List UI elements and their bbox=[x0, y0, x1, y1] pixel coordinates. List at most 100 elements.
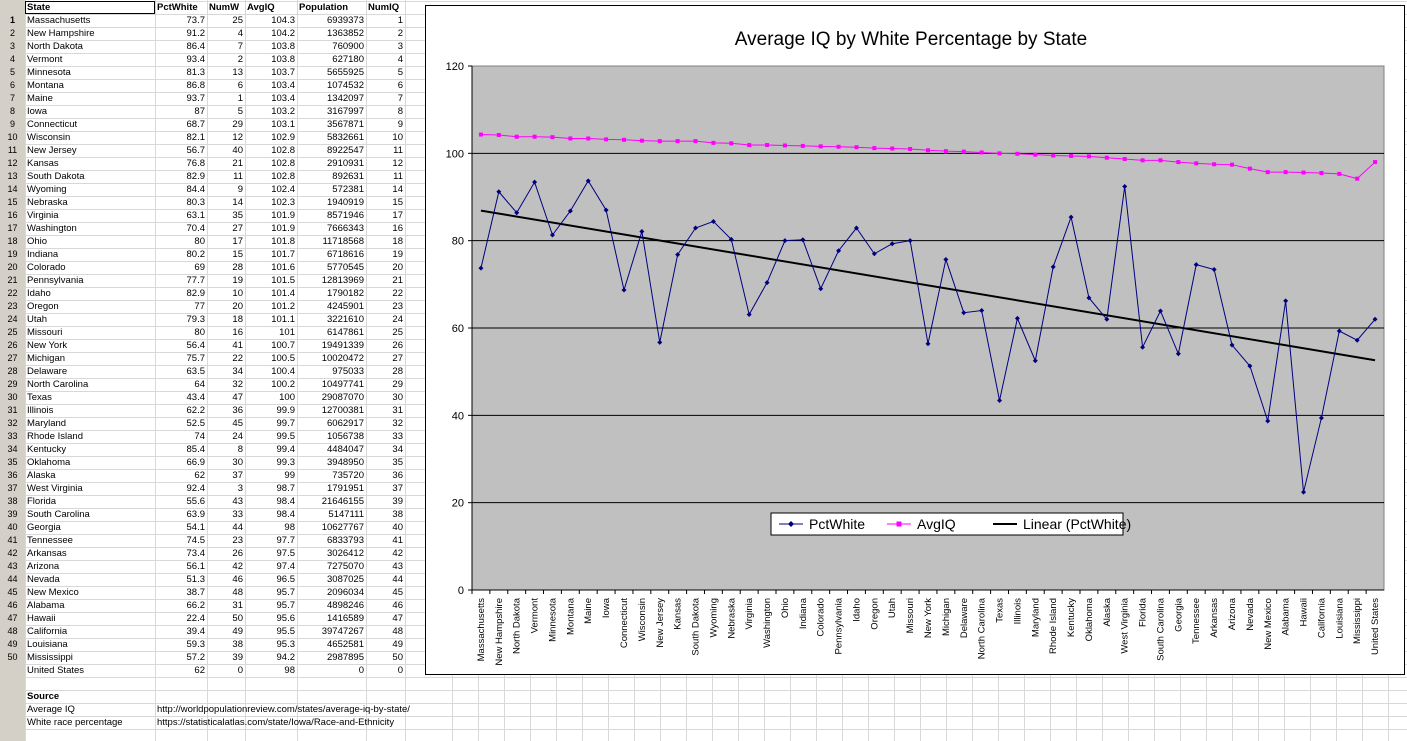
value-cell[interactable]: 52.5 bbox=[186, 418, 206, 429]
value-cell[interactable]: 12813969 bbox=[321, 275, 364, 286]
value-cell[interactable]: 93.4 bbox=[186, 54, 206, 65]
value-cell[interactable]: 64 bbox=[194, 379, 205, 390]
value-cell[interactable]: 29 bbox=[232, 119, 243, 130]
value-cell[interactable]: 8571946 bbox=[327, 210, 364, 221]
row-number[interactable]: 47 bbox=[0, 612, 25, 625]
value-cell[interactable]: 7275070 bbox=[327, 561, 364, 572]
value-cell[interactable]: 96.5 bbox=[276, 574, 296, 585]
value-cell[interactable]: 14 bbox=[392, 184, 403, 195]
value-cell[interactable]: 57.2 bbox=[186, 652, 206, 663]
value-cell[interactable]: 38 bbox=[232, 639, 243, 650]
value-cell[interactable]: 39.4 bbox=[186, 626, 206, 637]
value-cell[interactable]: 7666343 bbox=[327, 223, 364, 234]
row-number[interactable] bbox=[0, 664, 25, 677]
state-cell[interactable]: Florida bbox=[27, 496, 57, 507]
value-cell[interactable]: 70.4 bbox=[186, 223, 206, 234]
value-cell[interactable]: 25 bbox=[232, 15, 243, 26]
row-number[interactable]: 31 bbox=[0, 404, 25, 417]
value-cell[interactable]: 6147861 bbox=[327, 327, 364, 338]
value-cell[interactable]: 4652581 bbox=[327, 639, 364, 650]
value-cell[interactable]: 3167997 bbox=[327, 106, 364, 117]
value-cell[interactable]: 31 bbox=[392, 405, 403, 416]
state-cell[interactable]: Vermont bbox=[27, 54, 63, 65]
row-number[interactable]: 36 bbox=[0, 469, 25, 482]
value-cell[interactable]: 47 bbox=[232, 392, 243, 403]
value-cell[interactable]: 102.9 bbox=[271, 132, 295, 143]
state-cell[interactable]: Tennessee bbox=[27, 535, 73, 546]
value-cell[interactable]: 6062917 bbox=[327, 418, 364, 429]
value-cell[interactable]: 68.7 bbox=[186, 119, 206, 130]
value-cell[interactable]: 98.4 bbox=[276, 509, 296, 520]
value-cell[interactable]: 101.9 bbox=[271, 223, 295, 234]
value-cell[interactable]: 102.8 bbox=[271, 171, 295, 182]
value-cell[interactable]: 1790182 bbox=[327, 288, 364, 299]
row-number[interactable]: 11 bbox=[0, 144, 25, 157]
selected-cell[interactable] bbox=[25, 1, 155, 14]
value-cell[interactable]: 101.2 bbox=[271, 301, 295, 312]
row-number[interactable]: 43 bbox=[0, 560, 25, 573]
value-cell[interactable]: 50 bbox=[392, 652, 403, 663]
value-cell[interactable]: 10627767 bbox=[321, 522, 364, 533]
row-number[interactable]: 46 bbox=[0, 599, 25, 612]
value-cell[interactable]: 4 bbox=[237, 28, 243, 39]
value-cell[interactable]: 35 bbox=[232, 210, 243, 221]
value-cell[interactable]: 42 bbox=[392, 548, 403, 559]
value-cell[interactable]: 100.7 bbox=[271, 340, 295, 351]
value-cell[interactable]: 95.7 bbox=[276, 587, 296, 598]
state-cell[interactable]: Kentucky bbox=[27, 444, 67, 455]
value-cell[interactable]: 99.3 bbox=[276, 457, 296, 468]
value-cell[interactable]: 40 bbox=[232, 145, 243, 156]
state-cell[interactable]: Texas bbox=[27, 392, 52, 403]
value-cell[interactable]: 33 bbox=[232, 509, 243, 520]
value-cell[interactable]: 4484047 bbox=[327, 444, 364, 455]
value-cell[interactable]: 10 bbox=[392, 132, 403, 143]
value-cell[interactable]: 103.8 bbox=[271, 54, 295, 65]
value-cell[interactable]: 0 bbox=[237, 665, 243, 676]
row-number[interactable]: 23 bbox=[0, 300, 25, 313]
row-number[interactable]: 20 bbox=[0, 261, 25, 274]
value-cell[interactable]: 975033 bbox=[332, 366, 364, 377]
value-cell[interactable]: 18 bbox=[232, 314, 243, 325]
value-cell[interactable]: 40 bbox=[392, 522, 403, 533]
state-cell[interactable]: North Carolina bbox=[27, 379, 89, 390]
value-cell[interactable]: 47 bbox=[392, 613, 403, 624]
value-cell[interactable]: 2 bbox=[237, 54, 243, 65]
value-cell[interactable]: 99.7 bbox=[276, 418, 296, 429]
value-cell[interactable]: 79.3 bbox=[186, 314, 206, 325]
value-cell[interactable]: 59.3 bbox=[186, 639, 206, 650]
value-cell[interactable]: 80.3 bbox=[186, 197, 206, 208]
value-cell[interactable]: 735720 bbox=[332, 470, 364, 481]
state-cell[interactable]: New Mexico bbox=[27, 587, 79, 598]
value-cell[interactable]: 39 bbox=[392, 496, 403, 507]
row-number[interactable]: 7 bbox=[0, 92, 25, 105]
state-cell[interactable]: Mississippi bbox=[27, 652, 73, 663]
value-cell[interactable]: 101 bbox=[279, 327, 295, 338]
state-cell[interactable]: California bbox=[27, 626, 68, 637]
value-cell[interactable]: 7 bbox=[397, 93, 403, 104]
value-cell[interactable]: 56.7 bbox=[186, 145, 206, 156]
row-number[interactable]: 17 bbox=[0, 222, 25, 235]
state-cell[interactable]: Louisiana bbox=[27, 639, 68, 650]
state-cell[interactable]: West Virginia bbox=[27, 483, 83, 494]
value-cell[interactable]: 11718568 bbox=[322, 236, 364, 247]
value-cell[interactable]: 73.7 bbox=[186, 15, 206, 26]
source-url[interactable]: http://worldpopulationreview.com/states/… bbox=[157, 704, 410, 715]
value-cell[interactable]: 80 bbox=[194, 327, 205, 338]
row-number[interactable]: 25 bbox=[0, 326, 25, 339]
value-cell[interactable]: 97.4 bbox=[276, 561, 296, 572]
value-cell[interactable]: 3026412 bbox=[327, 548, 364, 559]
value-cell[interactable]: 101.8 bbox=[271, 236, 295, 247]
value-cell[interactable]: 6939373 bbox=[327, 15, 364, 26]
value-cell[interactable]: 103.4 bbox=[271, 93, 295, 104]
value-cell[interactable]: 43.4 bbox=[186, 392, 206, 403]
value-cell[interactable]: 74 bbox=[194, 431, 205, 442]
value-cell[interactable]: 102.3 bbox=[271, 197, 295, 208]
value-cell[interactable]: 3567871 bbox=[327, 119, 364, 130]
chart[interactable]: Average IQ by White Percentage by State … bbox=[425, 5, 1405, 675]
state-cell[interactable]: Nebraska bbox=[27, 197, 68, 208]
value-cell[interactable]: 23 bbox=[392, 301, 403, 312]
state-cell[interactable]: South Dakota bbox=[27, 171, 85, 182]
state-cell[interactable]: Kansas bbox=[27, 158, 59, 169]
value-cell[interactable]: 39747267 bbox=[321, 626, 364, 637]
value-cell[interactable]: 80.2 bbox=[186, 249, 206, 260]
